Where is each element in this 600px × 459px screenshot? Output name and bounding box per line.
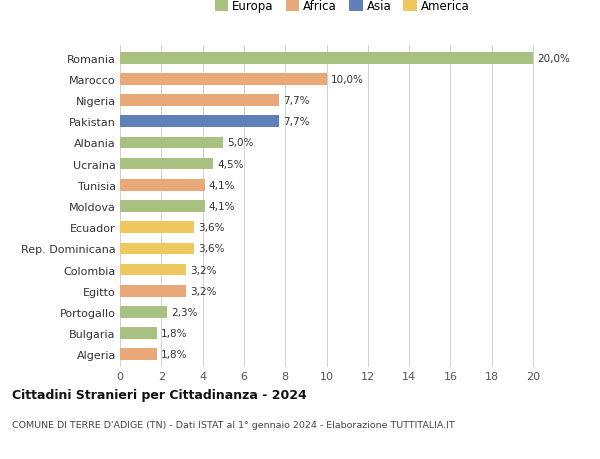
Text: Cittadini Stranieri per Cittadinanza - 2024: Cittadini Stranieri per Cittadinanza - 2…	[12, 388, 307, 401]
Bar	[120, 307, 167, 318]
Bar	[120, 243, 194, 255]
Bar	[120, 328, 157, 339]
Text: 2,3%: 2,3%	[172, 307, 198, 317]
Bar	[120, 53, 533, 64]
Text: 3,2%: 3,2%	[190, 265, 217, 275]
Bar	[120, 201, 205, 213]
Bar	[120, 95, 279, 106]
Bar	[120, 285, 186, 297]
Text: 7,7%: 7,7%	[283, 96, 310, 106]
Bar	[120, 222, 194, 234]
Bar	[120, 349, 157, 360]
Text: 1,8%: 1,8%	[161, 349, 188, 359]
Text: 10,0%: 10,0%	[331, 75, 364, 85]
Bar	[120, 116, 279, 128]
Bar	[120, 158, 213, 170]
Legend: Europa, Africa, Asia, America: Europa, Africa, Asia, America	[215, 0, 470, 13]
Text: 5,0%: 5,0%	[227, 138, 254, 148]
Text: 7,7%: 7,7%	[283, 117, 310, 127]
Bar	[120, 264, 186, 276]
Text: 4,1%: 4,1%	[209, 180, 235, 190]
Text: 1,8%: 1,8%	[161, 328, 188, 338]
Text: 3,2%: 3,2%	[190, 286, 217, 296]
Text: 4,1%: 4,1%	[209, 202, 235, 212]
Text: COMUNE DI TERRE D'ADIGE (TN) - Dati ISTAT al 1° gennaio 2024 - Elaborazione TUTT: COMUNE DI TERRE D'ADIGE (TN) - Dati ISTA…	[12, 420, 455, 429]
Text: 3,6%: 3,6%	[199, 223, 225, 233]
Text: 20,0%: 20,0%	[537, 54, 570, 64]
Text: 3,6%: 3,6%	[199, 244, 225, 254]
Bar	[120, 137, 223, 149]
Bar	[120, 179, 205, 191]
Bar	[120, 74, 326, 85]
Text: 4,5%: 4,5%	[217, 159, 244, 169]
